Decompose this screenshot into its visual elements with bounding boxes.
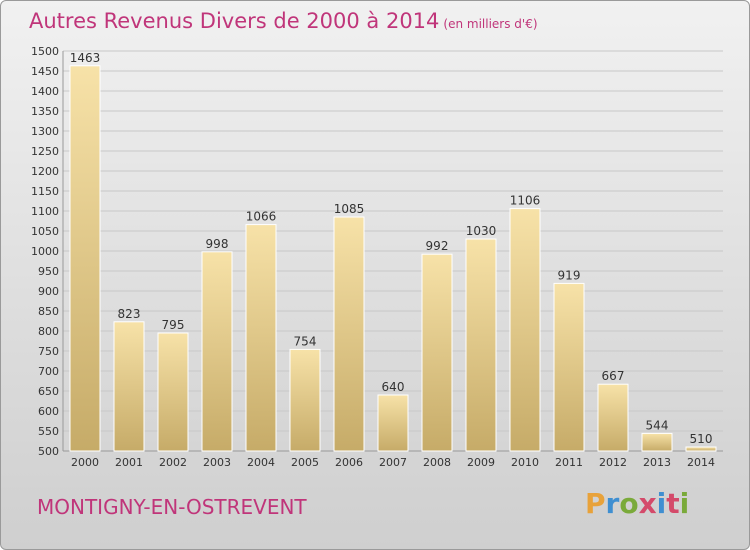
- x-tick-label: 2014: [687, 456, 715, 469]
- bar: [157, 332, 189, 452]
- y-tick-label: 950: [38, 265, 59, 278]
- y-tick-label: 700: [38, 365, 59, 378]
- bar: [245, 224, 277, 452]
- label-layer: 1463 2000 823 2001 795 2002 998 2003 1066 2004 754…: [70, 51, 715, 469]
- bar-layer: [69, 65, 717, 452]
- chart-title-text: Autres Revenus Divers de 2000 à 2014: [29, 9, 440, 33]
- bar-value-label: 1066: [246, 210, 277, 224]
- y-tick-label: 500: [38, 445, 59, 458]
- x-tick-label: 2007: [379, 456, 407, 469]
- y-tick-label: 750: [38, 345, 59, 358]
- y-tick-label: 1150: [31, 185, 59, 198]
- x-tick-label: 2010: [511, 456, 539, 469]
- bar-value-label: 754: [294, 334, 317, 348]
- logo-letter: o: [619, 487, 639, 520]
- x-tick-label: 2008: [423, 456, 451, 469]
- y-tick-label: 1400: [31, 85, 59, 98]
- city-name: MONTIGNY-EN-OSTREVENT: [37, 495, 307, 519]
- bar: [377, 394, 409, 452]
- bar-value-label: 510: [690, 432, 713, 446]
- y-tick-label: 1500: [31, 45, 59, 58]
- bar-value-label: 795: [162, 318, 185, 332]
- logo-letter: t: [666, 487, 680, 520]
- y-tick-label: 1200: [31, 165, 59, 178]
- bar: [289, 348, 321, 452]
- bar-value-label: 667: [602, 369, 625, 383]
- bar: [201, 251, 233, 452]
- logo-letter: P: [585, 487, 606, 520]
- y-tick-label: 1350: [31, 105, 59, 118]
- bar-value-label: 1085: [334, 202, 365, 216]
- y-tick-label: 900: [38, 285, 59, 298]
- bar: [333, 216, 365, 452]
- x-tick-label: 2006: [335, 456, 363, 469]
- bar-value-label: 823: [118, 307, 141, 321]
- bar: [597, 383, 629, 452]
- bar: [69, 65, 101, 452]
- x-tick-label: 2009: [467, 456, 495, 469]
- x-tick-label: 2001: [115, 456, 143, 469]
- bar: [113, 321, 145, 452]
- y-tick-label: 600: [38, 405, 59, 418]
- bar: [685, 446, 717, 452]
- proxiti-logo[interactable]: Proxiti: [585, 487, 689, 520]
- y-tick-label: 800: [38, 325, 59, 338]
- y-tick-label: 1250: [31, 145, 59, 158]
- bar: [641, 432, 673, 452]
- x-tick-label: 2012: [599, 456, 627, 469]
- logo-letter: r: [605, 487, 620, 520]
- x-tick-label: 2013: [643, 456, 671, 469]
- chart-title: Autres Revenus Divers de 2000 à 2014 (en …: [29, 9, 538, 33]
- x-tick-label: 2002: [159, 456, 187, 469]
- bar-value-label: 640: [382, 380, 405, 394]
- x-tick-label: 2011: [555, 456, 583, 469]
- y-tick-label: 550: [38, 425, 59, 438]
- bar-value-label: 544: [646, 418, 669, 432]
- x-tick-label: 2000: [71, 456, 99, 469]
- logo-letter: x: [638, 487, 657, 520]
- logo-letter: i: [679, 487, 690, 520]
- bar: [553, 282, 585, 452]
- bar-value-label: 1106: [510, 194, 541, 208]
- bar: [421, 253, 453, 452]
- bar-value-label: 919: [558, 268, 581, 282]
- x-tick-label: 2003: [203, 456, 231, 469]
- y-tick-label: 1000: [31, 245, 59, 258]
- y-tick-label: 1050: [31, 225, 59, 238]
- axis-layer: 500 550 600 650 700 750 800 850 900 950 1000 1050 11…: [31, 45, 723, 458]
- bar: [509, 208, 541, 452]
- logo-letter: i: [656, 487, 667, 520]
- chart-subtitle: (en milliers d'€): [443, 17, 538, 31]
- y-tick-label: 1450: [31, 65, 59, 78]
- bar: [465, 238, 497, 452]
- bar-value-label: 1463: [70, 51, 101, 65]
- x-tick-label: 2005: [291, 456, 319, 469]
- bar-value-label: 1030: [466, 224, 497, 238]
- y-tick-label: 850: [38, 305, 59, 318]
- bar-value-label: 998: [206, 237, 229, 251]
- y-tick-label: 1100: [31, 205, 59, 218]
- bar-value-label: 992: [426, 239, 449, 253]
- x-tick-label: 2004: [247, 456, 275, 469]
- y-tick-label: 650: [38, 385, 59, 398]
- y-tick-label: 1300: [31, 125, 59, 138]
